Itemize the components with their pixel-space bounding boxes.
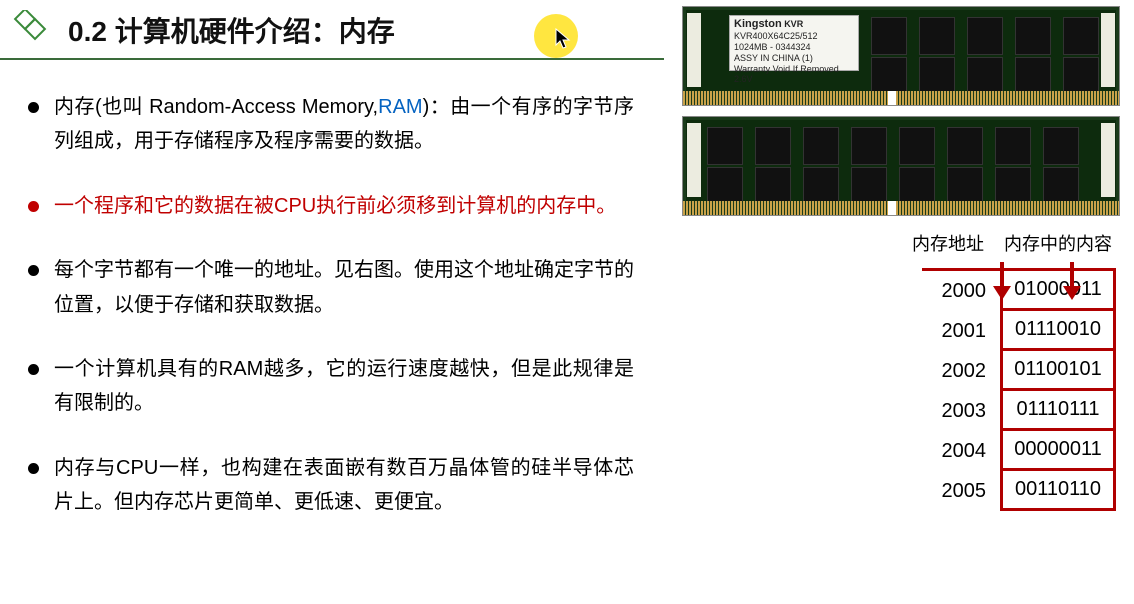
bullet-text: 一个程序和它的数据在被CPU执行前必须移到计算机的内存中。 — [54, 195, 616, 217]
bullet-item: 每个字节都有一个唯一的地址。见右图。使用这个地址确定字节的位置，以便于存储和获取… — [54, 253, 634, 322]
ram-photos: Kingston KVR KVR400X64C25/512 1024MB - 0… — [682, 6, 1128, 226]
header-address: 内存地址 — [912, 230, 984, 256]
memory-value: 01100101 — [1000, 351, 1116, 391]
memory-headers: 内存地址 内存中的内容 — [822, 230, 1122, 256]
bullet-text: 内存与CPU一样，也构建在表面嵌有数百万晶体管的硅半导体芯片上。但内存芯片更简单… — [54, 457, 634, 513]
bullet-item: 一个计算机具有的RAM越多，它的运行速度越快，但是此规律是有限制的。 — [54, 352, 634, 421]
memory-row: 200001000011 — [922, 271, 1116, 311]
memory-row: 200400000011 — [922, 431, 1116, 471]
memory-address: 2002 — [922, 360, 1000, 383]
memory-row: 200500110110 — [922, 471, 1116, 511]
memory-value: 01000011 — [1000, 271, 1116, 311]
ram-label: Kingston KVR KVR400X64C25/512 1024MB - 0… — [729, 15, 859, 71]
bullet-text: 内存(也叫 Random-Access Memory, — [54, 96, 378, 118]
bullet-item: 一个程序和它的数据在被CPU执行前必须移到计算机的内存中。 — [54, 189, 634, 223]
ram-link[interactable]: RAM — [378, 96, 422, 118]
memory-value: 01110111 — [1000, 391, 1116, 431]
bullet-item: 内存与CPU一样，也构建在表面嵌有数百万晶体管的硅半导体芯片上。但内存芯片更简单… — [54, 451, 634, 520]
logo-icon — [10, 10, 50, 50]
ram-stick-front: Kingston KVR KVR400X64C25/512 1024MB - 0… — [682, 6, 1120, 106]
memory-address: 2000 — [922, 280, 1000, 303]
memory-address: 2001 — [922, 320, 1000, 343]
memory-value: 01110010 — [1000, 311, 1116, 351]
memory-address: 2004 — [922, 440, 1000, 463]
bullet-text: 一个计算机具有的RAM越多，它的运行速度越快，但是此规律是有限制的。 — [54, 358, 634, 414]
memory-diagram: 内存地址 内存中的内容 2000010000112001011100102002… — [822, 230, 1122, 511]
memory-table: 2000010000112001011100102002011001012003… — [822, 268, 1122, 511]
memory-row: 200201100101 — [922, 351, 1116, 391]
ram-stick-back — [682, 116, 1120, 216]
header-content: 内存中的内容 — [1004, 230, 1112, 256]
cursor-icon — [555, 28, 571, 50]
bullet-list: 内存(也叫 Random-Access Memory,RAM)：由一个有序的字节… — [54, 90, 634, 550]
memory-value: 00110110 — [1000, 471, 1116, 511]
memory-address: 2005 — [922, 480, 1000, 503]
bullet-text: 每个字节都有一个唯一的地址。见右图。使用这个地址确定字节的位置，以便于存储和获取… — [54, 259, 634, 315]
bullet-item: 内存(也叫 Random-Access Memory,RAM)：由一个有序的字节… — [54, 90, 634, 159]
slide-title: 0.2 计算机硬件介绍：内存 — [68, 10, 395, 50]
memory-value: 00000011 — [1000, 431, 1116, 471]
memory-row: 200101110010 — [922, 311, 1116, 351]
memory-address: 2003 — [922, 400, 1000, 423]
memory-row: 200301110111 — [922, 391, 1116, 431]
